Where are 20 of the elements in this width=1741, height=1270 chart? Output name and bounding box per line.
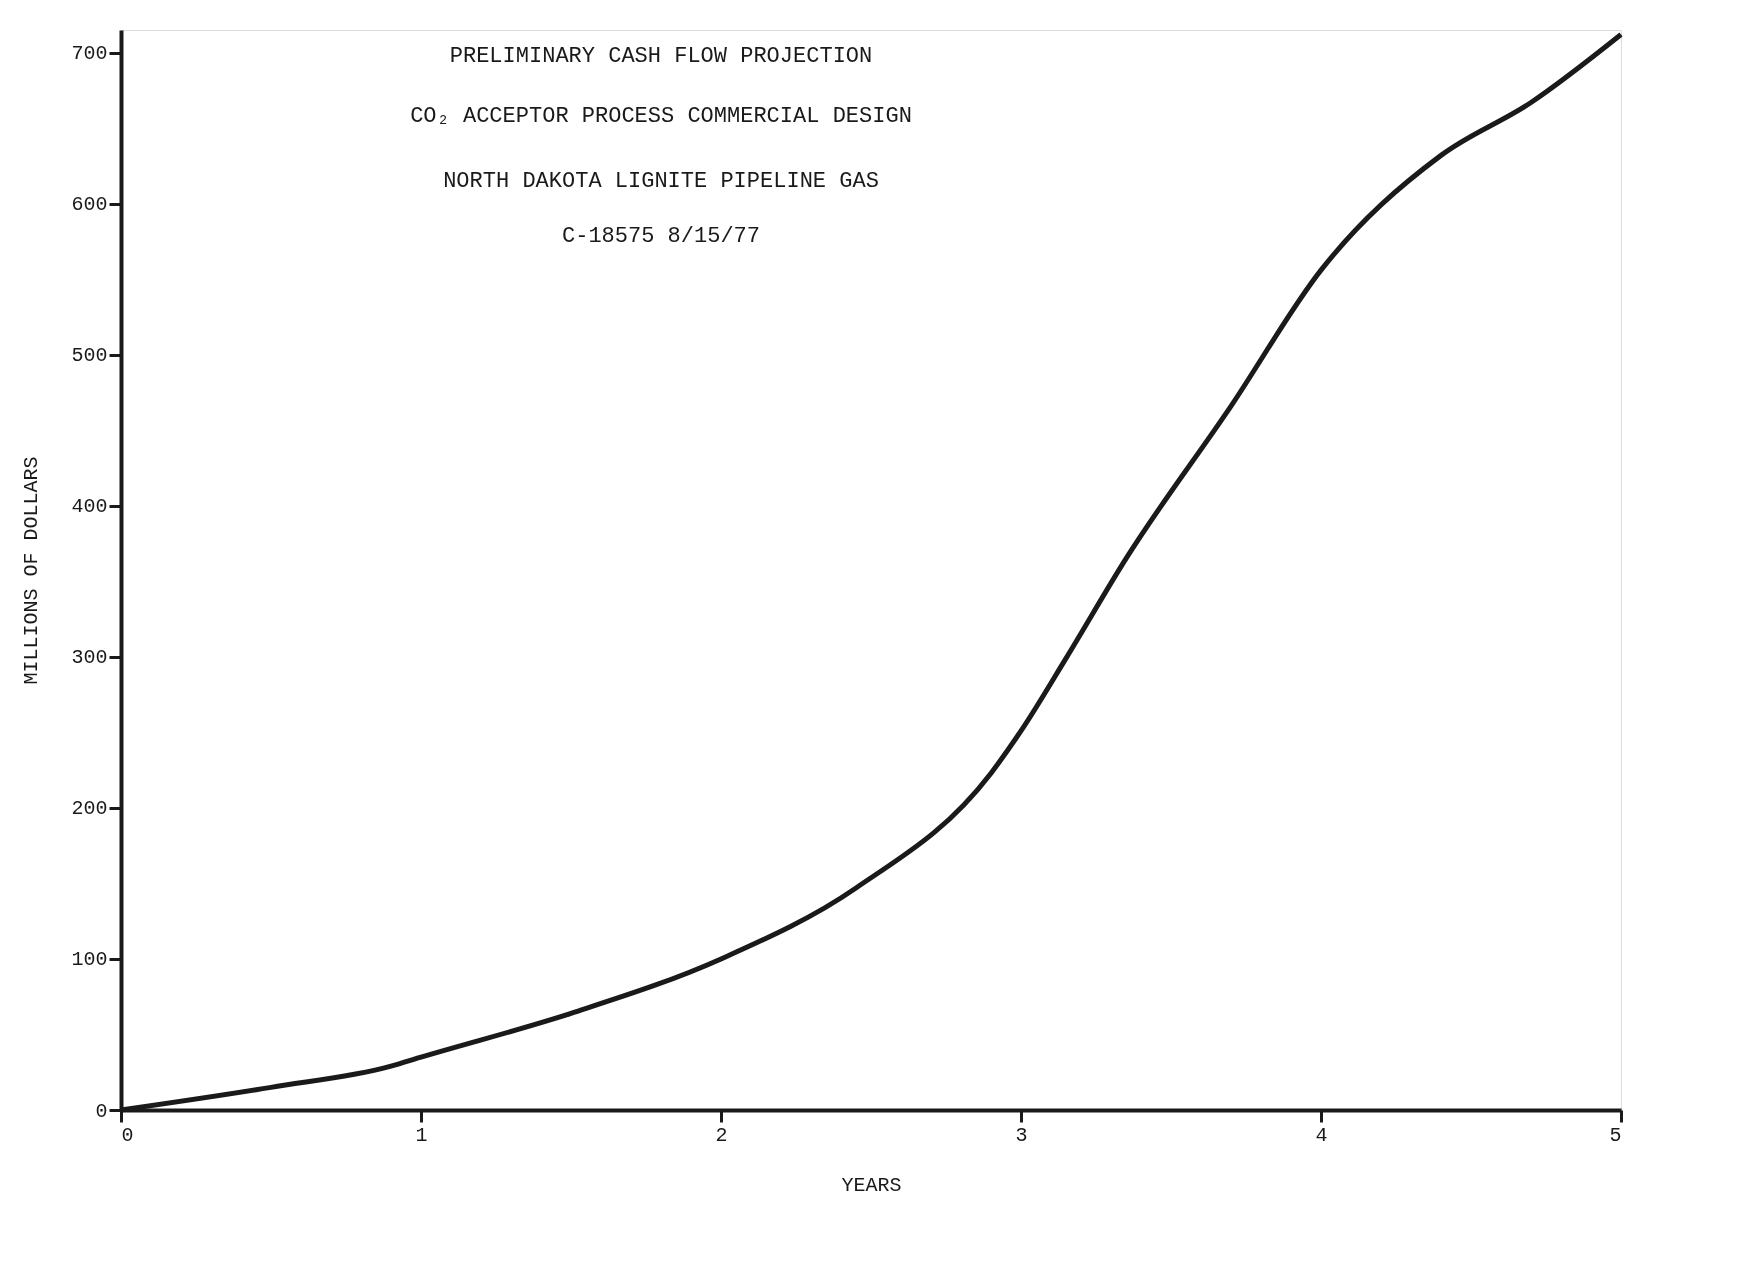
y-tick-label: 300 xyxy=(71,646,108,670)
x-tick-label: 2 xyxy=(715,1123,728,1147)
x-tick-label: 3 xyxy=(1015,1123,1028,1147)
text: CO₂ ACCEPTOR PROCESS COMMERCIAL DESIGN xyxy=(410,104,912,129)
y-tick-label: 700 xyxy=(71,42,108,66)
y-tick-label: 0 xyxy=(95,1099,108,1123)
y-tick-label: 100 xyxy=(71,948,108,972)
y-tick-label: 200 xyxy=(71,797,108,821)
y-tick-label: 500 xyxy=(71,344,108,368)
text: PRELIMINARY CASH FLOW PROJECTION xyxy=(449,44,873,69)
x-tick-label: 1 xyxy=(415,1123,428,1147)
y-tick-label: 600 xyxy=(71,193,108,217)
x-tick-label: 5 xyxy=(1609,1123,1622,1147)
annotation: NORTH DAKOTA LIGNITE PIPELINE GAS xyxy=(443,169,879,194)
x-axis-title: YEARS xyxy=(841,1173,902,1197)
x-tick-label: 0 xyxy=(121,1123,134,1147)
y-axis-title: MILLIONS OF DOLLARS xyxy=(20,456,44,685)
y-tick-label: 400 xyxy=(71,495,108,519)
x-tick-label: 4 xyxy=(1315,1123,1328,1147)
annotation: C-18575 8/15/77 xyxy=(561,224,761,249)
